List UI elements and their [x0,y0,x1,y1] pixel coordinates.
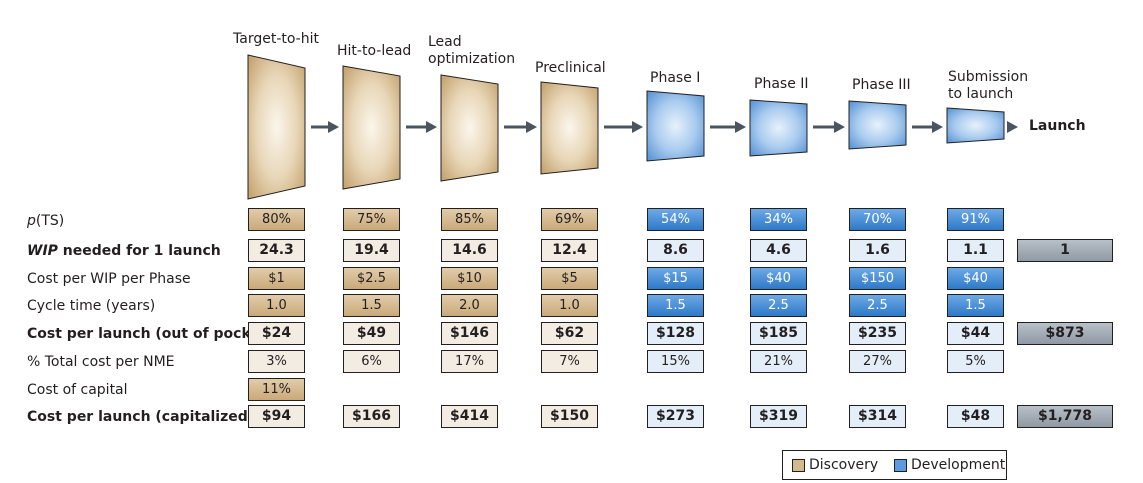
cell-wip-8: 1.1 [947,239,1004,262]
discovery-swatch [792,459,805,472]
stage-shape-8 [946,107,1005,144]
flow-arrow-head-6 [834,121,845,133]
stage-shape-2 [342,65,401,190]
flow-arrow-head-4 [632,121,643,133]
cell-cycle-5: 1.5 [647,294,704,317]
cell-cpl_cap-3: $414 [441,405,498,428]
cell-pct_total-3: 17% [441,350,498,373]
row-label-cpl-oop: Cost per launch (out of pocket) [27,326,273,342]
stage-shape-1 [247,54,306,200]
cell-wip-1: 24.3 [248,239,305,262]
flow-arrow-head-5 [735,121,746,133]
stage-label-6: Phase II [754,76,809,92]
cell-capital-1: 11% [248,378,305,401]
cell-cpl_oop-8: $44 [947,322,1004,345]
cell-cpl_oop-2: $49 [343,322,400,345]
cell-pts-6: 34% [750,208,807,231]
total-cell-wip: 1 [1017,239,1113,262]
cell-cpl_oop-5: $128 [647,322,704,345]
cell-pct_total-7: 27% [849,350,906,373]
row-label-pct-total: % Total cost per NME [27,354,175,370]
cell-cpl_cap-8: $48 [947,405,1004,428]
cell-cost_wip-7: $150 [849,267,906,290]
row-label-capital: Cost of capital [27,382,128,398]
cell-cpl_cap-6: $319 [750,405,807,428]
cell-cost_wip-5: $15 [647,267,704,290]
stage-label-5: Phase I [650,70,701,86]
row-label-cpl-cap: Cost per launch (capitalized) [27,409,255,425]
cell-pts-4: 69% [541,208,598,231]
cell-pct_total-4: 7% [541,350,598,373]
cell-wip-2: 19.4 [343,239,400,262]
cell-cycle-1: 1.0 [248,294,305,317]
row-label-cycle: Cycle time (years) [27,298,156,314]
stage-shape-4 [540,81,599,175]
flow-arrow-head-7 [932,121,943,133]
cell-wip-4: 12.4 [541,239,598,262]
cell-pts-3: 85% [441,208,498,231]
cell-pts-7: 70% [849,208,906,231]
cell-cost_wip-8: $40 [947,267,1004,290]
cell-cpl_cap-2: $166 [343,405,400,428]
stage-label-2: Hit-to-lead [337,43,412,59]
stage-label-4: Preclinical [535,60,606,76]
cell-cost_wip-1: $1 [248,267,305,290]
flow-arrow-head-2 [426,121,437,133]
flow-arrow-head-launch [1007,121,1018,133]
stage-shape-5 [646,90,705,162]
row-label-pts: p(TS) [27,213,65,229]
row-label-cost-wip: Cost per WIP per Phase [27,271,191,287]
legend-discovery-label: Discovery [809,457,879,473]
cell-cycle-2: 1.5 [343,294,400,317]
cell-cost_wip-6: $40 [750,267,807,290]
cell-cpl_cap-1: $94 [248,405,305,428]
cell-cpl_oop-6: $185 [750,322,807,345]
cell-cycle-8: 1.5 [947,294,1004,317]
pipeline-funnel [247,54,1018,200]
cell-pct_total-6: 21% [750,350,807,373]
stage-label-3: Lead optimization [428,34,516,67]
total-cell-cpl_oop: $873 [1017,322,1113,345]
cell-cost_wip-4: $5 [541,267,598,290]
cell-cost_wip-2: $2.5 [343,267,400,290]
cell-wip-7: 1.6 [849,239,906,262]
cell-pct_total-8: 5% [947,350,1004,373]
legend: Discovery Development [782,450,1007,480]
cell-cpl_cap-5: $273 [647,405,704,428]
stage-shape-7 [848,100,907,150]
cell-wip-3: 14.6 [441,239,498,262]
cell-pct_total-1: 3% [248,350,305,373]
cell-cpl_cap-4: $150 [541,405,598,428]
cell-cycle-6: 2.5 [750,294,807,317]
row-label-wip: WIP needed for 1 launch [27,243,221,259]
cell-pts-5: 54% [647,208,704,231]
flow-arrow-head-1 [328,121,339,133]
cell-wip-6: 4.6 [750,239,807,262]
cell-cycle-7: 2.5 [849,294,906,317]
flow-arrow-head-3 [526,121,537,133]
cell-cpl_oop-1: $24 [248,322,305,345]
stage-label-7: Phase III [852,77,911,93]
development-swatch [894,459,907,472]
cell-cpl_oop-4: $62 [541,322,598,345]
legend-development-label: Development [911,457,1006,473]
cell-cpl_oop-3: $146 [441,322,498,345]
cell-cycle-3: 2.0 [441,294,498,317]
cell-pts-2: 75% [343,208,400,231]
stage-label-8: Submission to launch [948,69,1029,102]
cell-cpl_cap-7: $314 [849,405,906,428]
cell-cycle-4: 1.0 [541,294,598,317]
cell-pts-1: 80% [248,208,305,231]
cell-pct_total-5: 15% [647,350,704,373]
cell-cpl_oop-7: $235 [849,322,906,345]
total-cell-cpl_cap: $1,778 [1017,405,1113,428]
cell-wip-5: 8.6 [647,239,704,262]
stage-shape-3 [440,74,499,182]
cell-cost_wip-3: $10 [441,267,498,290]
cell-pct_total-2: 6% [343,350,400,373]
launch-label: Launch [1029,118,1086,134]
cell-pts-8: 91% [947,208,1004,231]
stage-shape-6 [749,99,808,157]
stage-label-1: Target-to-hit [233,31,319,47]
